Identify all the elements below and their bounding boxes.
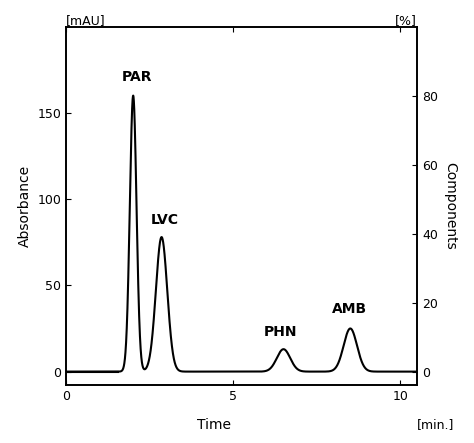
Text: [mAU]: [mAU] [66,14,106,27]
Y-axis label: Absorbance: Absorbance [18,165,32,247]
Text: PAR: PAR [121,70,152,84]
Text: AMB: AMB [332,303,367,316]
Text: LVC: LVC [151,213,179,227]
Text: Time: Time [197,418,231,432]
Text: PHN: PHN [264,325,297,339]
Text: [min.]: [min.] [417,418,455,431]
Y-axis label: Components: Components [443,162,457,250]
Text: [%]: [%] [395,14,417,27]
